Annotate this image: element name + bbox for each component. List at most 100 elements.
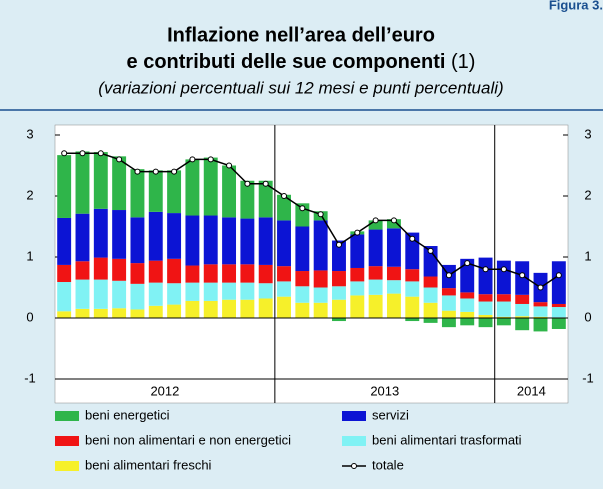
bar-segment <box>313 302 328 318</box>
bar-segment <box>368 279 383 295</box>
bar-segment <box>386 280 401 294</box>
bar-segment <box>515 318 530 331</box>
bar-segment <box>93 152 108 209</box>
bar-segment <box>203 264 218 283</box>
bar-segment <box>332 318 346 322</box>
bar-segment <box>75 261 90 280</box>
bar-segment <box>533 318 548 332</box>
bar-segment <box>112 156 127 211</box>
total-point <box>171 168 178 175</box>
bar-segment <box>386 219 401 229</box>
bar-segment <box>551 307 566 318</box>
y-tick-label: 2 <box>26 187 33 202</box>
bar-segment <box>57 264 72 283</box>
total-point <box>354 229 361 236</box>
bar-segment <box>423 318 438 323</box>
bar-segment <box>295 286 310 303</box>
bar-segment <box>130 283 145 310</box>
bar-segment <box>295 271 310 287</box>
bar-segment <box>423 246 438 277</box>
bar-segment <box>240 299 255 318</box>
bar-segment <box>240 180 255 219</box>
bar-segment <box>295 302 310 318</box>
bar-segment <box>167 258 182 284</box>
bar-segment <box>386 266 401 281</box>
bar-segment <box>405 318 420 322</box>
bar-segment <box>258 298 273 318</box>
bar-segment <box>350 267 365 282</box>
bar-segment <box>332 299 346 318</box>
bar-segment <box>112 210 127 259</box>
bar-segment <box>496 260 511 295</box>
bar-segment <box>533 306 548 317</box>
chart-title: Inflazione nell’area dell’euro <box>167 24 435 46</box>
total-point <box>226 162 233 169</box>
bar-segment <box>203 282 218 301</box>
total-point <box>427 247 434 254</box>
year-label: 2012 <box>150 383 179 398</box>
bar-segment <box>167 213 182 259</box>
total-point <box>372 217 379 224</box>
year-label: 2014 <box>517 383 546 398</box>
bar-segment <box>75 213 90 262</box>
legend-swatch <box>55 436 79 446</box>
bar-segment <box>112 258 127 281</box>
bar-segment <box>350 234 365 268</box>
bar-segment <box>185 159 200 216</box>
legend-label: totale <box>372 457 404 472</box>
bar-segment <box>222 264 237 283</box>
bar-segment <box>57 155 72 218</box>
total-point <box>97 150 104 157</box>
bar-segment <box>258 217 273 265</box>
bar-segment <box>386 293 401 318</box>
total-line <box>64 152 560 289</box>
total-point <box>281 193 288 199</box>
y-tick-label: 1 <box>26 248 33 263</box>
bar-segment <box>130 263 145 284</box>
chart-title: e contributi delle sue componenti (1) <box>127 51 476 73</box>
bar-segment <box>496 301 511 317</box>
bar-segment <box>460 292 475 299</box>
total-point <box>299 205 306 212</box>
y-tick-label: -1 <box>24 370 36 385</box>
bar-segment <box>75 308 90 318</box>
bar-segment <box>130 217 145 264</box>
total-point <box>409 235 416 242</box>
bar-segment <box>130 169 145 218</box>
total-point <box>79 150 86 157</box>
bar-segment <box>551 318 566 329</box>
bar-segment <box>368 220 383 230</box>
bar-segment <box>148 260 163 283</box>
bar-segment <box>57 282 72 312</box>
bar-segment <box>112 308 127 318</box>
bar-segment <box>313 270 328 288</box>
total-point <box>445 272 452 279</box>
total-point <box>134 168 141 175</box>
bar-segment <box>258 180 273 218</box>
legend-marker <box>351 463 357 469</box>
bar-segment <box>478 318 493 328</box>
bar-segment <box>240 218 255 265</box>
bar-segment <box>167 283 182 305</box>
bar-segment <box>75 279 90 309</box>
y-tick-label: 3 <box>26 126 33 141</box>
bar-segment <box>258 283 273 299</box>
bar-segment <box>185 282 200 301</box>
bar-segment <box>295 226 310 272</box>
bar-segment <box>203 300 218 318</box>
bar-segment <box>460 258 475 293</box>
bar-segment <box>167 304 182 318</box>
bar-segment <box>478 257 493 295</box>
bar-segment <box>368 229 383 267</box>
total-point <box>335 241 342 248</box>
bar-segment <box>423 276 438 288</box>
bar-segment <box>203 157 218 216</box>
legend-label: servizi <box>372 407 409 422</box>
total-point <box>500 266 507 273</box>
legend-label: beni energetici <box>85 407 170 422</box>
bar-segment <box>185 300 200 318</box>
bar-segment <box>423 287 438 303</box>
bar-segment <box>515 316 530 318</box>
chart-subtitle: (variazioni percentuali sui 12 mesi e pu… <box>98 78 503 97</box>
bar-segment <box>313 287 328 303</box>
